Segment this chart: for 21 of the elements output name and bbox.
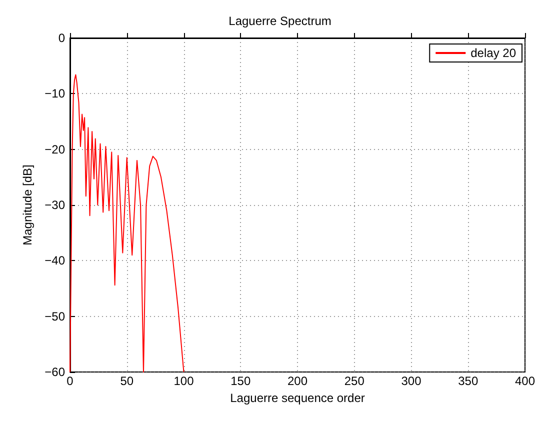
x-axis-title: Laguerre sequence order bbox=[230, 390, 365, 405]
x-tick-label: 400 bbox=[514, 374, 536, 388]
y-tick-label: −10 bbox=[44, 86, 66, 101]
x-tick-label: 0 bbox=[66, 374, 74, 388]
x-tick-label: 250 bbox=[344, 374, 365, 388]
y-tick-label: −20 bbox=[44, 142, 66, 156]
y-tick-label: −30 bbox=[44, 198, 66, 212]
legend-label: delay 20 bbox=[470, 46, 516, 60]
x-tick-label: 300 bbox=[401, 374, 422, 388]
x-tick-label: 50 bbox=[120, 374, 134, 388]
y-tick-label: −40 bbox=[44, 254, 66, 268]
y-tick-label: 0 bbox=[58, 31, 66, 45]
y-axis-title: Magnitude [dB] bbox=[20, 164, 35, 246]
chart-title: Laguerre Spectrum bbox=[228, 14, 332, 28]
y-tick-label: −60 bbox=[44, 365, 66, 379]
x-tick-label: 100 bbox=[174, 374, 194, 388]
x-tick-label: 150 bbox=[230, 374, 251, 388]
x-tick-label: 200 bbox=[287, 374, 308, 388]
line-series bbox=[70, 74, 184, 372]
y-tick-label: −50 bbox=[44, 309, 66, 324]
x-tick-label: 350 bbox=[458, 374, 478, 388]
